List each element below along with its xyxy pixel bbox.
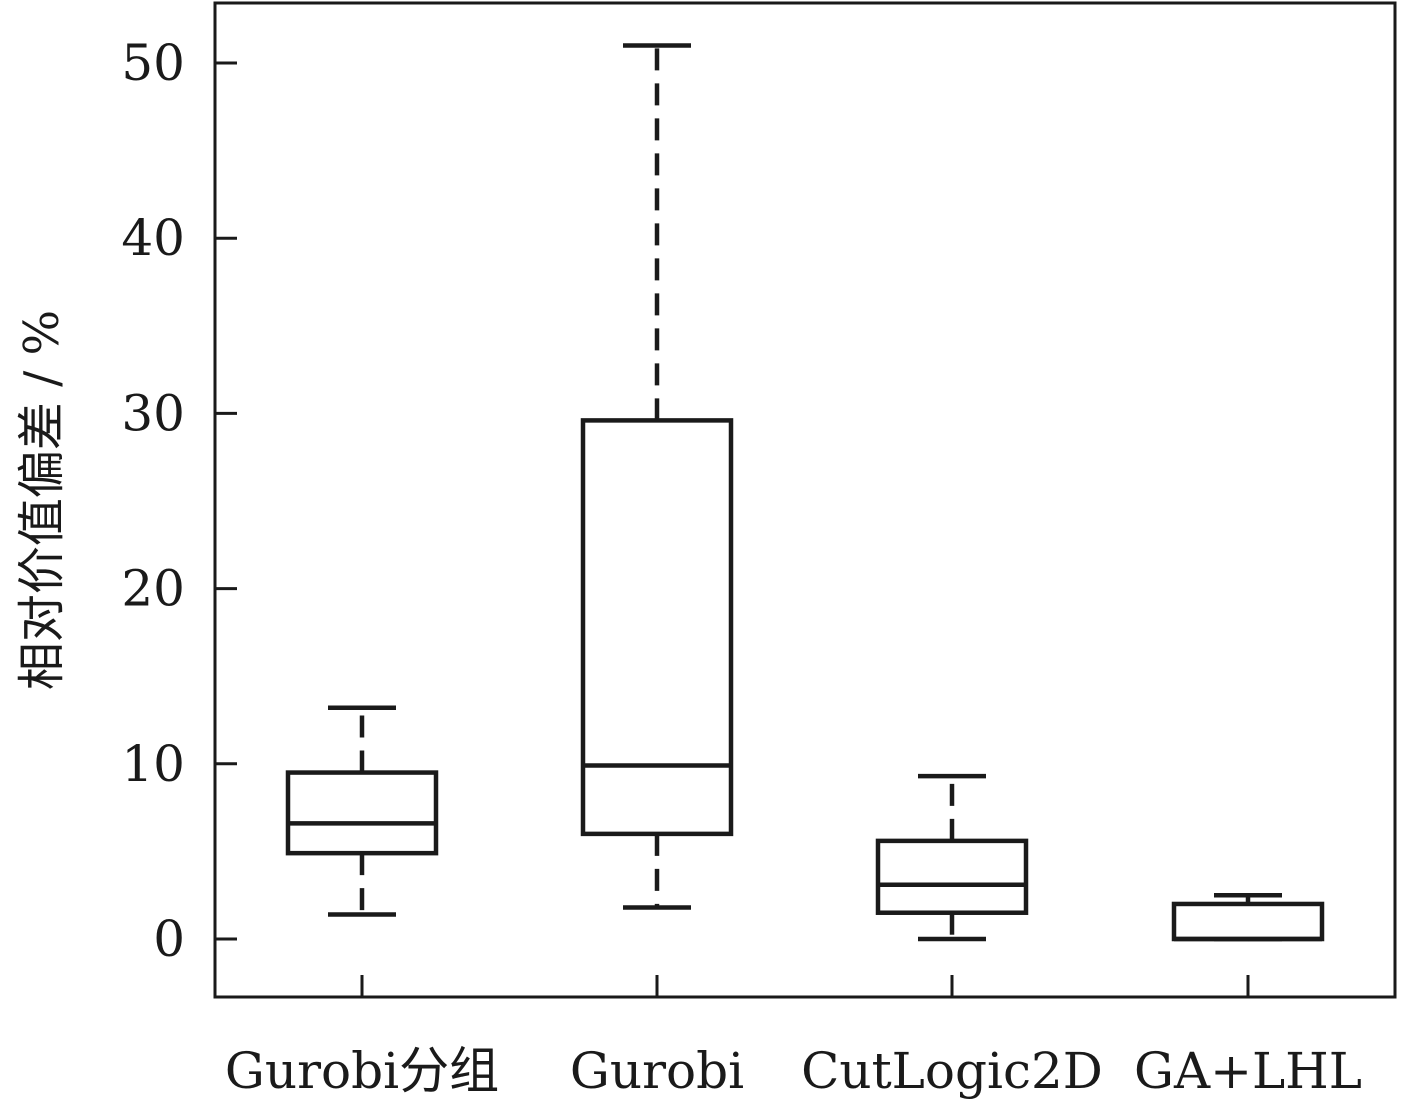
y-tick-label: 30 xyxy=(121,384,185,442)
x-category-label: CutLogic2D xyxy=(801,1042,1103,1100)
box-iqr xyxy=(580,418,734,837)
x-category-label: Gurobi分组 xyxy=(225,1042,499,1100)
x-category-label: GA+LHL xyxy=(1134,1042,1362,1100)
y-tick-label: 10 xyxy=(121,735,185,793)
box-iqr xyxy=(1171,901,1325,942)
box-iqr xyxy=(285,770,439,856)
x-category-label: Gurobi xyxy=(570,1042,744,1100)
plot-frame xyxy=(213,1,1397,999)
y-tick-label: 50 xyxy=(121,34,185,92)
box-iqr xyxy=(875,838,1029,915)
y-axis-title: 相对价值偏差 / % xyxy=(14,310,70,690)
y-tick-label: 20 xyxy=(121,560,185,618)
y-tick-label: 0 xyxy=(153,910,185,968)
y-tick-label: 40 xyxy=(121,209,185,267)
